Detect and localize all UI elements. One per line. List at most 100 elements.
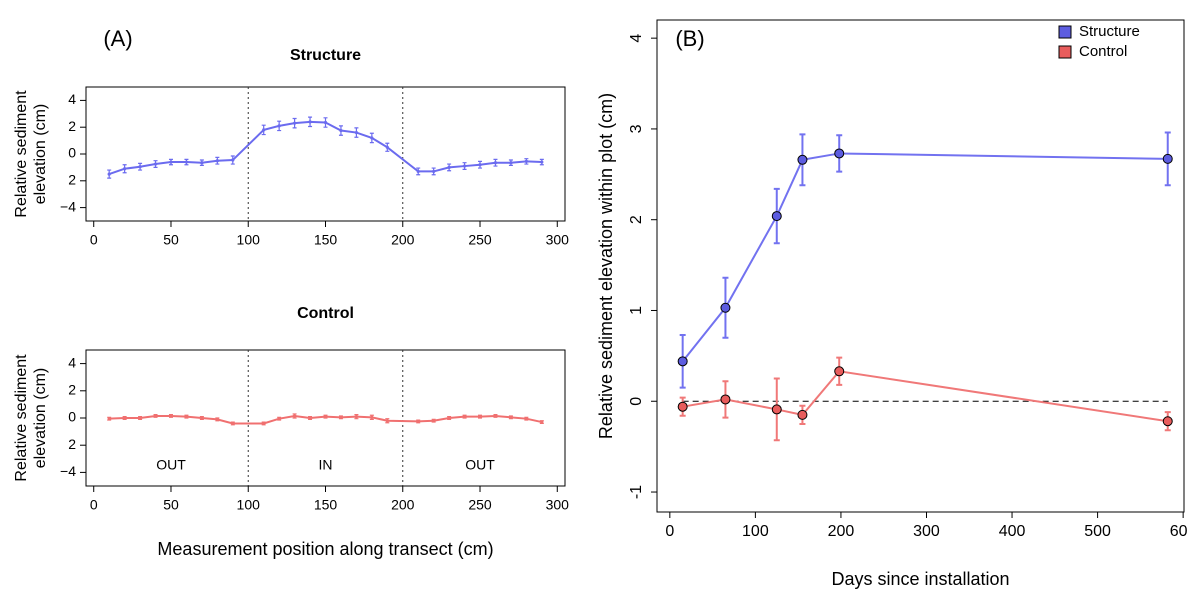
data-point: [308, 120, 312, 124]
y-tick-label: −4: [60, 463, 76, 479]
data-point: [771, 404, 782, 415]
y-axis-label: elevation (cm): [32, 368, 49, 468]
data-point: [432, 169, 436, 174]
data-point: [834, 366, 845, 377]
data-point: [292, 121, 297, 125]
plot-frame: [656, 19, 1185, 513]
data-point: [262, 128, 266, 132]
data-point: [354, 415, 359, 419]
x-tick-label: 50: [163, 232, 179, 248]
data-point: [720, 302, 731, 313]
y-axis-label: Relative sediment elevation within plot …: [596, 93, 616, 439]
x-tick-label: 250: [468, 232, 492, 248]
data-point: [262, 421, 266, 426]
x-tick-label: 300: [546, 497, 570, 513]
data-point: [292, 414, 297, 418]
panel-label: (B): [675, 26, 704, 51]
y-axis-label: Relative sediment: [13, 354, 30, 482]
panel-title: Structure: [290, 47, 361, 64]
data-point: [107, 417, 111, 421]
data-point: [354, 130, 359, 135]
data-point: [493, 161, 498, 165]
x-tick-label: 300: [546, 232, 570, 248]
data-point: [462, 164, 467, 168]
y-tick-label: −4: [60, 198, 76, 214]
x-tick-label: 600: [1170, 523, 1187, 540]
data-point: [184, 160, 189, 164]
y-tick-label: -1: [628, 485, 645, 499]
region-label: OUT: [465, 456, 495, 472]
data-point: [323, 120, 328, 125]
x-tick-label: 150: [314, 232, 338, 248]
x-tick-label: 0: [90, 497, 98, 513]
data-point: [720, 394, 731, 405]
data-point: [123, 416, 127, 420]
series-line: [682, 370, 1168, 423]
x-tick-label: 150: [314, 497, 338, 513]
data-point: [215, 417, 219, 421]
x-tick-label: 0: [90, 232, 98, 248]
data-point: [215, 159, 219, 163]
data-point: [447, 165, 451, 169]
data-point: [231, 421, 235, 426]
data-point: [231, 158, 235, 162]
data-point: [677, 401, 688, 412]
x-tick-label: 300: [913, 523, 940, 540]
y-tick-label: 4: [68, 91, 76, 107]
data-point: [771, 211, 782, 222]
data-point: [385, 419, 389, 423]
data-point: [493, 414, 498, 418]
data-point: [524, 417, 528, 421]
data-point: [169, 414, 173, 418]
data-point: [200, 416, 204, 420]
series-line: [108, 120, 542, 176]
x-tick-label: 200: [391, 497, 415, 513]
y-axis-label: Relative sediment: [13, 90, 30, 218]
panel-title: Control: [297, 305, 354, 322]
y-tick-label: 2: [68, 436, 76, 452]
data-point: [540, 420, 544, 424]
data-point: [370, 415, 374, 419]
legend-swatch: [1058, 25, 1072, 39]
y-tick-label: 0: [68, 409, 76, 425]
plot-frame: [85, 86, 566, 222]
x-tick-label: 500: [1084, 523, 1111, 540]
x-axis-label: Measurement position along transect (cm): [157, 539, 493, 559]
x-tick-label: 250: [468, 497, 492, 513]
region-label: IN: [319, 456, 333, 472]
legend-swatch: [1058, 45, 1072, 59]
x-tick-label: 0: [665, 523, 674, 540]
data-point: [323, 415, 328, 419]
data-point: [1162, 416, 1173, 427]
data-point: [797, 409, 808, 420]
data-point: [509, 415, 513, 419]
data-point: [277, 417, 281, 421]
y-tick-label: 2: [68, 382, 76, 398]
x-tick-label: 200: [391, 232, 415, 248]
data-point: [339, 128, 343, 133]
y-tick-label: 2: [628, 215, 645, 224]
data-point: [524, 159, 528, 163]
data-point: [834, 148, 845, 159]
x-tick-label: 200: [828, 523, 855, 540]
data-point: [200, 161, 204, 165]
data-point: [677, 356, 688, 367]
data-point: [308, 416, 312, 420]
x-tick-label: 100: [237, 497, 261, 513]
y-axis-label: elevation (cm): [32, 104, 49, 204]
data-point: [540, 160, 544, 164]
y-tick-label: 2: [68, 118, 76, 134]
panel-label: (A): [103, 26, 132, 51]
data-point: [478, 415, 482, 419]
y-tick-label: 3: [628, 124, 645, 133]
data-point: [1162, 153, 1173, 164]
legend-label: Structure: [1079, 23, 1140, 40]
x-tick-label: 50: [163, 497, 179, 513]
y-tick-label: 0: [628, 397, 645, 406]
data-point: [123, 167, 127, 171]
y-tick-label: 0: [68, 145, 76, 161]
data-point: [153, 162, 158, 166]
data-point: [169, 160, 173, 164]
data-point: [478, 163, 482, 167]
